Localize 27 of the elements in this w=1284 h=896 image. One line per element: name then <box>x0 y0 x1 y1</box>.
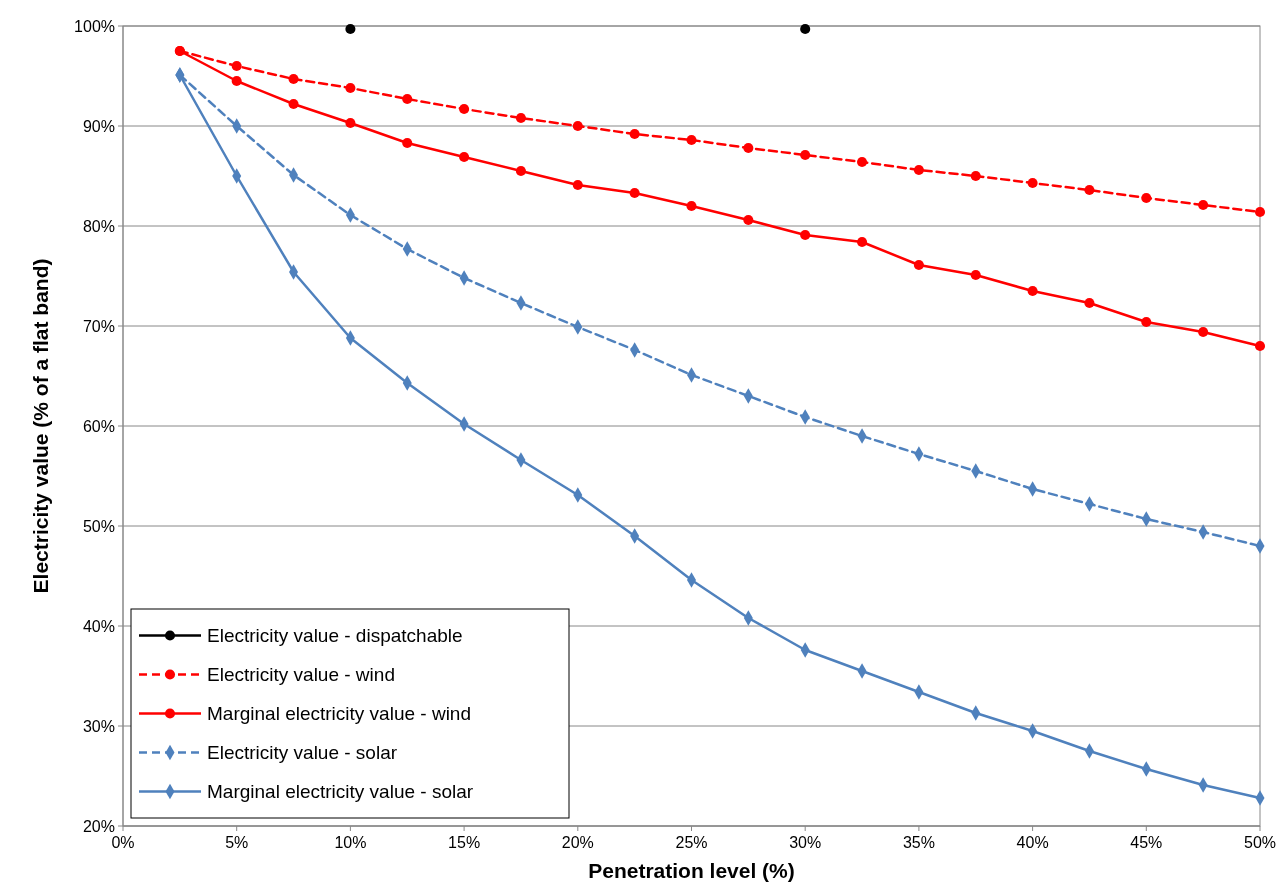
x-tick-label: 50% <box>1243 834 1277 851</box>
y-tick-label: 40% <box>82 617 115 635</box>
y-tick-label: 100% <box>74 17 115 35</box>
legend-label: Electricity value - wind <box>207 664 395 686</box>
y-tick-label: 60% <box>82 417 115 435</box>
x-tick-label: 15% <box>448 834 481 851</box>
x-tick-label: 25% <box>675 834 708 851</box>
x-tick-label: 20% <box>561 834 594 851</box>
y-tick-label: 50% <box>82 517 115 535</box>
x-tick-label: 0% <box>111 834 135 851</box>
legend-label: Electricity value - dispatchable <box>207 625 463 647</box>
x-tick-label: 10% <box>334 834 367 851</box>
x-tick-label: 35% <box>902 834 935 851</box>
legend-label: Electricity value - solar <box>207 742 398 764</box>
y-axis-title: Electricity value (% of a flat band) <box>29 258 52 594</box>
x-tick-label: 30% <box>789 834 822 851</box>
x-tick-label: 45% <box>1130 834 1163 851</box>
legend-label: Marginal electricity value - wind <box>207 703 471 725</box>
x-tick-label: 40% <box>1016 834 1049 851</box>
x-axis-title: Penetration level (%) <box>588 859 795 882</box>
legend-label: Marginal electricity value - solar <box>207 781 474 803</box>
x-tick-label: 5% <box>225 834 249 851</box>
y-tick-label: 20% <box>82 817 115 835</box>
y-tick-label: 30% <box>82 717 115 735</box>
y-tick-label: 70% <box>82 317 115 335</box>
y-tick-label: 90% <box>82 117 115 135</box>
y-tick-label: 80% <box>82 217 115 235</box>
